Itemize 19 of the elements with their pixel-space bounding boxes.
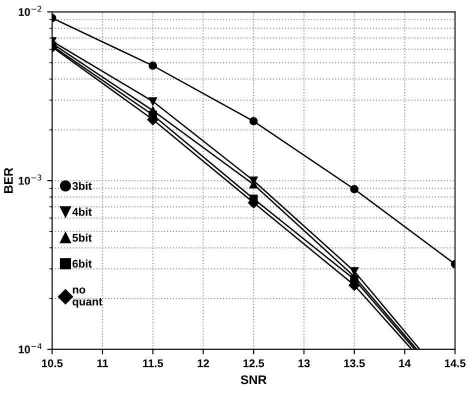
x-tick-label: 11 (97, 359, 108, 368)
x-tick-label: 12.5 (243, 359, 264, 368)
y-tick-label: 10$^{−2}$ (18, 6, 42, 16)
x-tick-label: 13 (298, 359, 310, 368)
x-tick-label: 11.5 (143, 359, 164, 368)
y-tick-label: 10$^{−4}$ (18, 343, 42, 354)
x-tick-label: 14 (399, 359, 411, 368)
legend-label: 6bit (72, 260, 92, 268)
x-tick-label: 14.5 (444, 359, 466, 368)
legend-label: 5bit (72, 234, 92, 242)
y-axis-title: BER (4, 168, 13, 193)
x-tick-label: 10.5 (42, 359, 63, 368)
legend-label: 3bit (72, 182, 92, 190)
legend-label: 4bit (72, 208, 92, 216)
x-tick-label: 12 (198, 359, 209, 368)
y-tick-label: 10$^{−3}$ (18, 174, 42, 185)
x-tick-label: 13.5 (344, 359, 365, 368)
x-axis-title: SNR (240, 375, 267, 384)
legend-label: no quant (72, 287, 102, 308)
